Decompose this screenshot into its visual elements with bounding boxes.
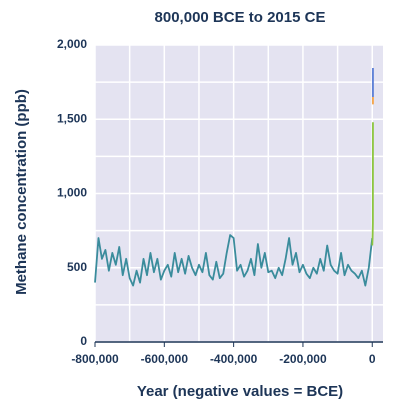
line-series (372, 122, 373, 245)
y-tick-label: 0 (80, 334, 87, 348)
y-tick-label: 500 (67, 260, 87, 274)
y-tick-label: 1,500 (57, 111, 87, 125)
y-axis-title: Methane concentration (ppb) (13, 89, 30, 295)
x-tick-label: -400,000 (210, 352, 258, 366)
x-tick-label: -800,000 (71, 352, 119, 366)
x-tick-label: -600,000 (141, 352, 189, 366)
x-tick-label: -200,000 (279, 352, 327, 366)
x-tick-label: 0 (369, 352, 376, 366)
chart-title: 800,000 BCE to 2015 CE (155, 9, 326, 26)
y-tick-label: 2,000 (57, 37, 87, 51)
y-tick-label: 1,000 (57, 186, 87, 200)
x-axis-title: Year (negative values = BCE) (137, 383, 343, 400)
